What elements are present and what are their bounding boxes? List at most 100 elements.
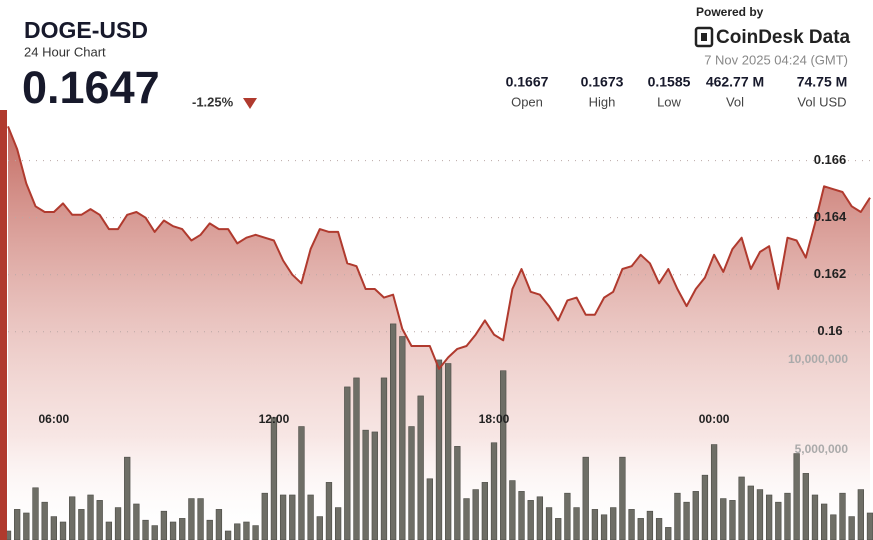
volume-bar: [564, 492, 571, 540]
volume-bar: [417, 395, 424, 540]
volume-bar: [243, 521, 250, 540]
y2-tick-label: 10,000,000: [788, 352, 848, 366]
volume-bar: [738, 476, 745, 540]
brand-logo: [694, 26, 714, 48]
volume-bar: [32, 487, 39, 540]
stat-label: Open: [511, 94, 543, 109]
volume-bar: [710, 444, 718, 540]
volume-bar: [279, 494, 287, 540]
volume-bar: [188, 498, 195, 540]
volume-bar: [14, 509, 21, 540]
volume-bar: [637, 518, 644, 540]
volume-bar: [655, 518, 663, 540]
volume-bar: [160, 510, 168, 540]
volume-bar: [380, 377, 388, 540]
volume-bar: [50, 516, 57, 540]
volume-bar: [674, 492, 681, 540]
volume-bar: [463, 498, 470, 540]
volume-bar: [289, 494, 296, 540]
volume-bar: [610, 507, 617, 540]
volume-bar: [344, 386, 351, 540]
volume-bar: [848, 516, 855, 540]
volume-bar: [59, 521, 67, 540]
volume-bar: [307, 494, 314, 540]
plot: 0.16 0.162 0.164 0.166 5,000,000 10,000,000 06…: [4, 126, 873, 540]
volume-bar: [454, 446, 461, 540]
stat-value: 0.1667: [506, 74, 549, 90]
volume-bar: [545, 507, 553, 540]
volume-bar: [142, 519, 149, 540]
volume-bar: [481, 482, 488, 540]
volume-bar: [500, 370, 507, 540]
volume-bar: [252, 525, 259, 540]
volume-bar: [179, 518, 186, 540]
volume-bar: [866, 512, 873, 540]
volume-bar: [23, 512, 30, 540]
title: DOGE-USD: [24, 17, 148, 43]
volume-bar: [298, 426, 305, 540]
stat-label: Vol: [726, 94, 744, 109]
volume-bar: [197, 498, 204, 540]
stat-value: 0.1673: [581, 74, 624, 90]
y-tick-label: 0.166: [814, 152, 847, 167]
timestamp: 7 Nov 2025 04:24 (GMT): [704, 52, 848, 67]
volume-bar: [784, 492, 791, 540]
volume-bar: [619, 456, 626, 540]
volume-bar: [325, 482, 333, 540]
volume-bar: [445, 363, 452, 540]
volume-bar: [857, 489, 864, 540]
volume-bar: [756, 489, 764, 540]
volume-bar: [69, 496, 76, 540]
volume-bar: [591, 509, 599, 540]
volume-bar: [334, 507, 342, 540]
volume-bar: [720, 498, 727, 540]
volume-bar: [41, 501, 48, 540]
volume-bar: [105, 521, 113, 540]
volume-bar: [701, 474, 709, 540]
y-tick-label: 0.162: [814, 266, 847, 281]
stat-value: 0.1585: [648, 74, 691, 90]
subtitle: 24 Hour Chart: [24, 44, 106, 59]
price: 0.1647: [22, 62, 160, 113]
volume-bar: [124, 456, 131, 540]
volume-bar: [518, 491, 525, 540]
volume-bar: [775, 501, 782, 540]
volume-bar: [490, 442, 498, 540]
volume-bar: [234, 523, 241, 540]
volume-bar: [665, 527, 672, 540]
volume-bar: [811, 494, 819, 540]
volume-bar: [270, 417, 278, 540]
volume-bar: [821, 503, 828, 540]
volume-bar: [215, 509, 223, 540]
volume-bar: [692, 491, 699, 540]
volume-bar: [582, 456, 589, 540]
y-tick-label: 0.164: [814, 209, 847, 224]
volume-bar: [78, 509, 85, 540]
volume-bar: [729, 500, 736, 540]
stats: 0.1667 Open 0.1673 High 0.1585 Low 462.77 M Vol…: [506, 74, 848, 110]
volume-bar: [765, 494, 773, 540]
volume-bar: [747, 485, 754, 540]
down-arrow: [243, 98, 257, 109]
volume-bar: [371, 431, 378, 540]
volume-bar: [802, 473, 809, 540]
stat-value: 462.77 M: [706, 74, 764, 90]
price-line: [7, 126, 871, 370]
volume-bar: [206, 519, 213, 540]
volume-bar: [169, 521, 177, 540]
volume-bar: [390, 323, 397, 540]
stat-label: Low: [657, 94, 681, 109]
powered-by: Powered by: [696, 5, 764, 19]
volume-bar: [435, 359, 443, 540]
volume-bar: [408, 426, 415, 540]
volume-bar: [555, 518, 562, 540]
volume-bar: [87, 494, 94, 540]
volume-bar: [261, 492, 268, 540]
volume-bar: [353, 377, 360, 540]
volume-bar: [151, 525, 158, 540]
volume-bar: [316, 516, 323, 540]
volume-bar: [573, 507, 580, 540]
volume-bar: [399, 336, 406, 540]
